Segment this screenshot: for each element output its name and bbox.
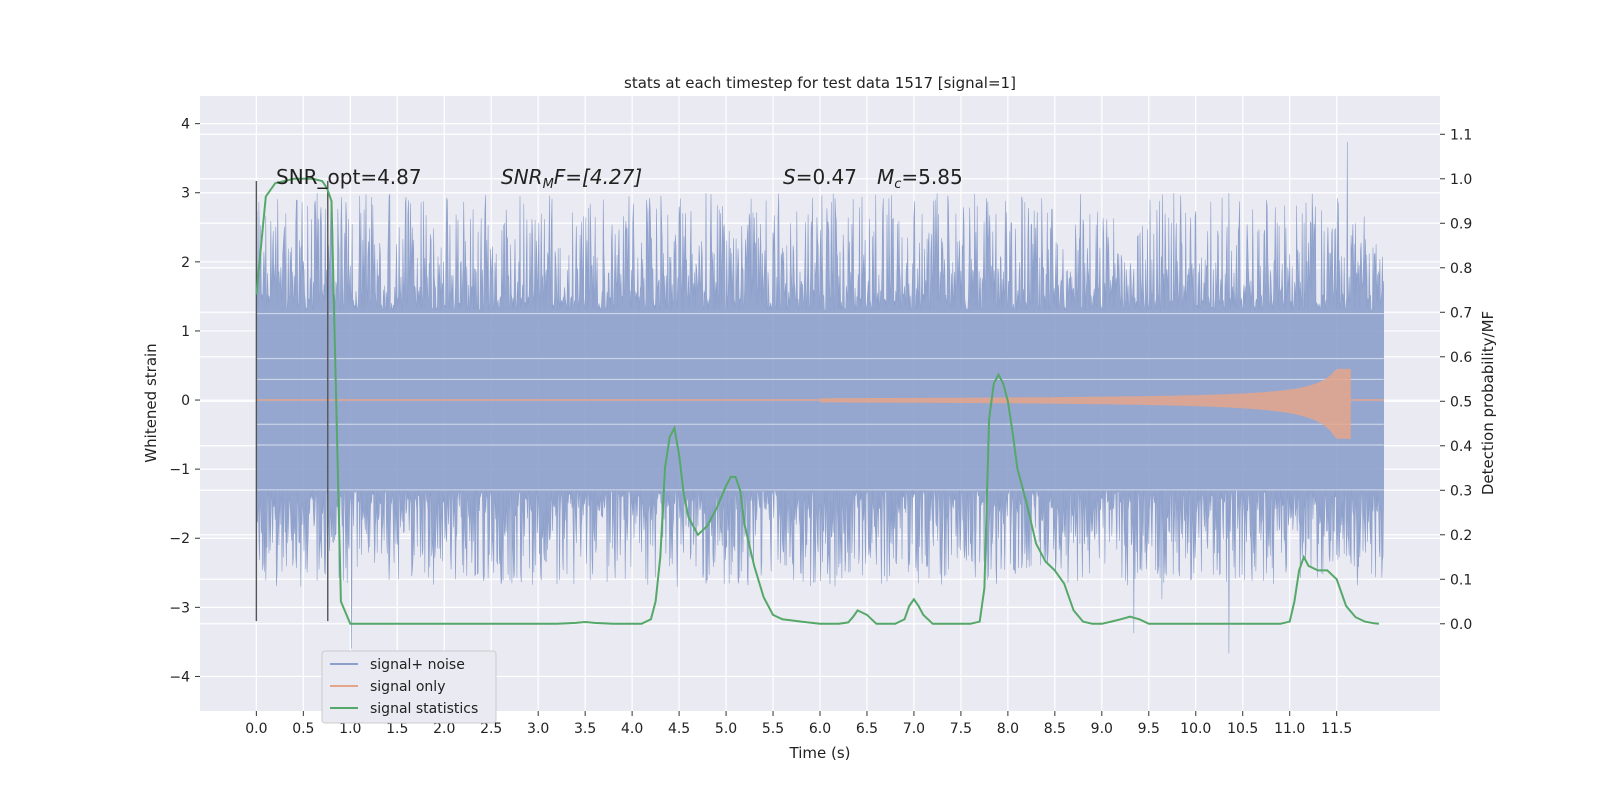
y-tick-label-right: 1.0 xyxy=(1450,172,1472,188)
y-tick-label-right: 0.9 xyxy=(1450,216,1472,232)
y-tick-label-left: 3 xyxy=(181,186,190,202)
y-tick-label-right: 0.5 xyxy=(1450,394,1472,410)
y-tick-label-left: 2 xyxy=(181,255,190,271)
chart-title: stats at each timestep for test data 151… xyxy=(624,74,1016,92)
y-tick-label-right: 0.4 xyxy=(1450,439,1472,455)
series-signal-chirp xyxy=(820,368,1351,439)
y-tick-label-right: 0.6 xyxy=(1450,350,1472,366)
series-stats xyxy=(255,177,1380,625)
annotation-snr-mf: SNRMF=[4.27] xyxy=(501,165,642,192)
legend-box xyxy=(321,650,497,724)
x-tick-label: 11.0 xyxy=(1274,721,1305,737)
x-tick-label: 2.5 xyxy=(480,721,502,737)
y-tick-label-right: 0.3 xyxy=(1450,483,1472,499)
axes: 0.0 0.5 1.0 1.5 2.0 2.5 3.0 3.5 4.0 4.5 5.0 5.5 6.0 6… xyxy=(169,117,1472,737)
x-tick-label: 10.5 xyxy=(1227,721,1258,737)
x-tick-label: 6.5 xyxy=(856,721,878,737)
y-tick-label-left: 0 xyxy=(181,393,190,409)
y-axis-label-right: Detection probability/MF xyxy=(1479,311,1497,495)
plot-area xyxy=(255,141,1384,654)
y-tick-label-right: 0.2 xyxy=(1450,528,1472,544)
x-tick-label: 10.0 xyxy=(1180,721,1211,737)
y-tick-label-right: 0.8 xyxy=(1450,261,1472,277)
x-tick-label: 2.0 xyxy=(433,721,455,737)
x-tick-label: 3.5 xyxy=(574,721,596,737)
y-tick-label-right: 1.1 xyxy=(1450,127,1472,143)
x-tick-label: 1.0 xyxy=(339,721,361,737)
x-tick-label: 5.5 xyxy=(762,721,784,737)
annotation-mc: Mc=5.85 xyxy=(877,165,963,192)
annotation-s: S=0.47 xyxy=(783,165,857,189)
x-tick-label: 4.5 xyxy=(668,721,690,737)
x-tick-label: 1.5 xyxy=(386,721,408,737)
x-tick-label: 4.0 xyxy=(621,721,643,737)
x-tick-label: 11.5 xyxy=(1321,721,1352,737)
y-tick-label-left: −4 xyxy=(169,669,190,685)
x-tick-label: 7.0 xyxy=(903,721,925,737)
x-tick-label: 5.0 xyxy=(715,721,737,737)
x-tick-label: 9.5 xyxy=(1138,721,1160,737)
x-tick-label: 3.0 xyxy=(527,721,549,737)
y-tick-label-right: 0.7 xyxy=(1450,305,1472,321)
y-tick-label-left: −3 xyxy=(169,600,190,616)
legend-label-stats: signal statistics xyxy=(370,701,478,717)
y-tick-label-left: −1 xyxy=(169,462,190,478)
y-tick-label-left: 1 xyxy=(181,324,190,340)
legend: signal+ noise signal only signal statist… xyxy=(321,650,497,724)
x-tick-label: 0.5 xyxy=(292,721,314,737)
y-tick-label-right: 0.1 xyxy=(1450,572,1472,588)
y-tick-label-right: 0.0 xyxy=(1450,617,1472,633)
x-tick-label: 0.0 xyxy=(245,721,267,737)
x-tick-label: 7.5 xyxy=(950,721,972,737)
x-axis-label: Time (s) xyxy=(789,744,851,762)
y-tick-label-left: −2 xyxy=(169,531,190,547)
y-tick-label-left: 4 xyxy=(181,117,190,133)
x-tick-label: 8.0 xyxy=(997,721,1019,737)
x-tick-label: 9.0 xyxy=(1091,721,1113,737)
x-tick-label: 6.0 xyxy=(809,721,831,737)
series-noise xyxy=(256,141,1384,654)
y-axis-label-left: Whitened strain xyxy=(142,343,160,462)
legend-label-signal: signal only xyxy=(370,679,445,695)
legend-label-noise: signal+ noise xyxy=(370,657,465,673)
annotation-snr-opt: SNR_opt=4.87 xyxy=(276,165,422,189)
x-tick-label: 8.5 xyxy=(1044,721,1066,737)
